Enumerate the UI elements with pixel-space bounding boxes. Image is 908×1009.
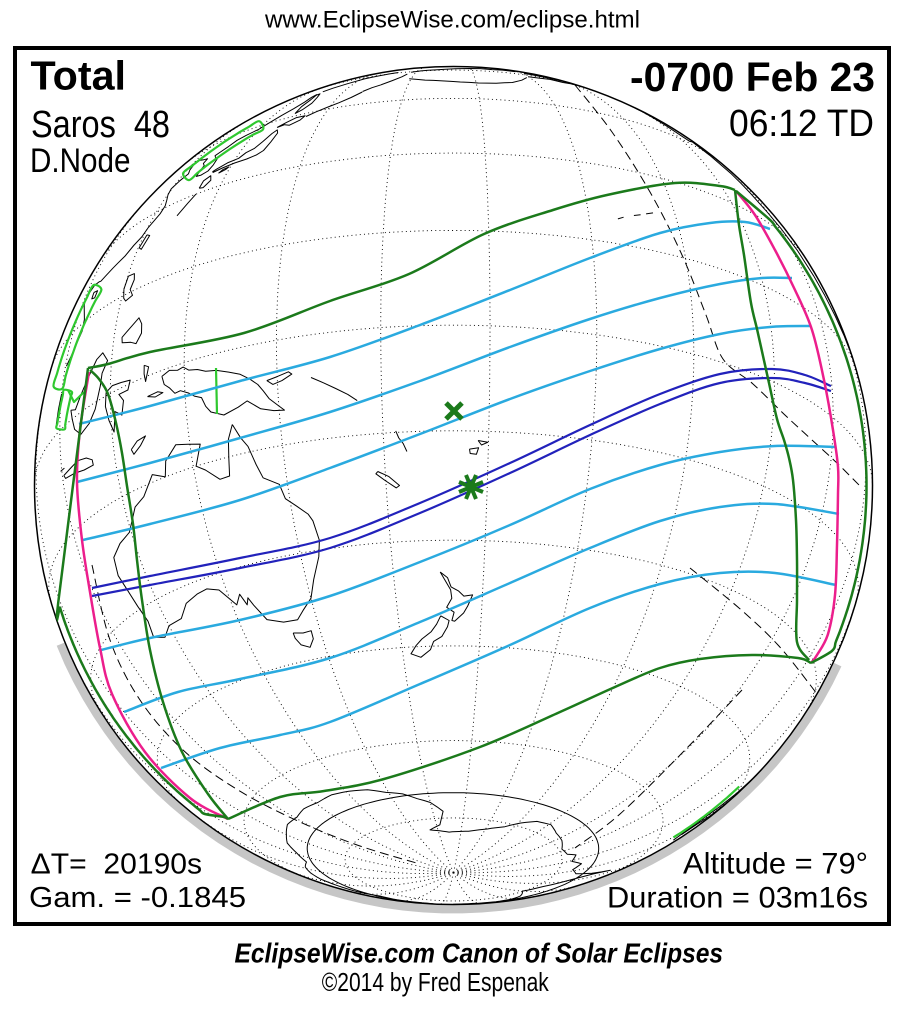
svg-text:Altitude = 79°: Altitude = 79° xyxy=(683,847,868,880)
svg-text:Total: Total xyxy=(31,52,127,98)
svg-text:-0700 Feb 23: -0700 Feb 23 xyxy=(630,54,875,100)
svg-text:ΔT= 20190s: ΔT= 20190s xyxy=(31,848,203,880)
svg-text:EclipseWise.com Canon of Solar: EclipseWise.com Canon of Solar Eclipses xyxy=(235,938,724,969)
svg-text:Gam. = -0.1845: Gam. = -0.1845 xyxy=(29,882,246,914)
svg-text:www.EclipseWise.com/eclipse.ht: www.EclipseWise.com/eclipse.html xyxy=(264,7,640,34)
svg-text:Saros 48: Saros 48 xyxy=(31,104,170,146)
svg-text:D.Node: D.Node xyxy=(30,142,131,180)
svg-text:Duration = 03m16s: Duration = 03m16s xyxy=(607,881,868,914)
svg-text:©2014 by Fred Espenak: ©2014 by Fred Espenak xyxy=(322,969,549,997)
svg-text:06:12 TD: 06:12 TD xyxy=(729,103,874,145)
